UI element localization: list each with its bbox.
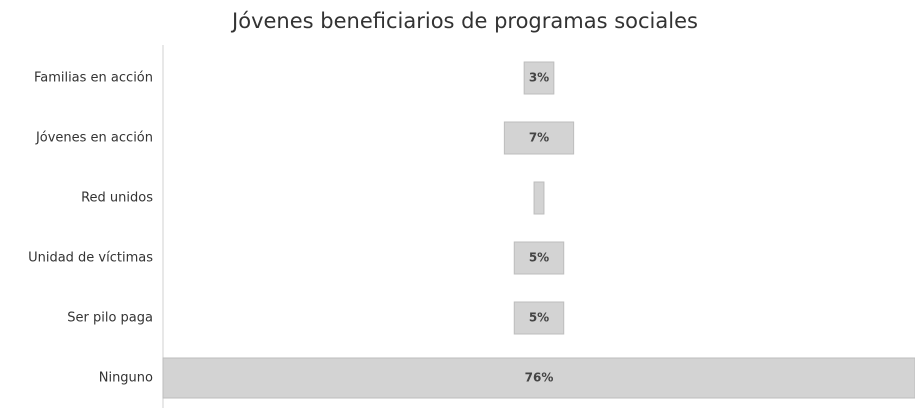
bar bbox=[162, 357, 915, 399]
category-label: Red unidos bbox=[81, 191, 153, 206]
bar bbox=[503, 121, 575, 155]
bar bbox=[513, 241, 565, 275]
bar bbox=[523, 61, 555, 95]
category-label: Unidad de víctimas bbox=[28, 251, 153, 266]
value-label: 3% bbox=[529, 71, 549, 85]
value-label: 5% bbox=[529, 311, 549, 325]
value-label: 5% bbox=[529, 251, 549, 265]
category-label: Jóvenes en acción bbox=[35, 131, 153, 146]
category-label: Ninguno bbox=[99, 371, 153, 386]
category-label: Ser pilo paga bbox=[67, 311, 153, 326]
bar bbox=[513, 301, 565, 335]
chart-title: Jóvenes beneficiarios de programas socia… bbox=[230, 9, 698, 33]
value-label: 7% bbox=[529, 131, 549, 145]
value-label: 76% bbox=[525, 371, 554, 385]
bar bbox=[533, 181, 545, 215]
category-label: Familias en acción bbox=[34, 71, 153, 86]
